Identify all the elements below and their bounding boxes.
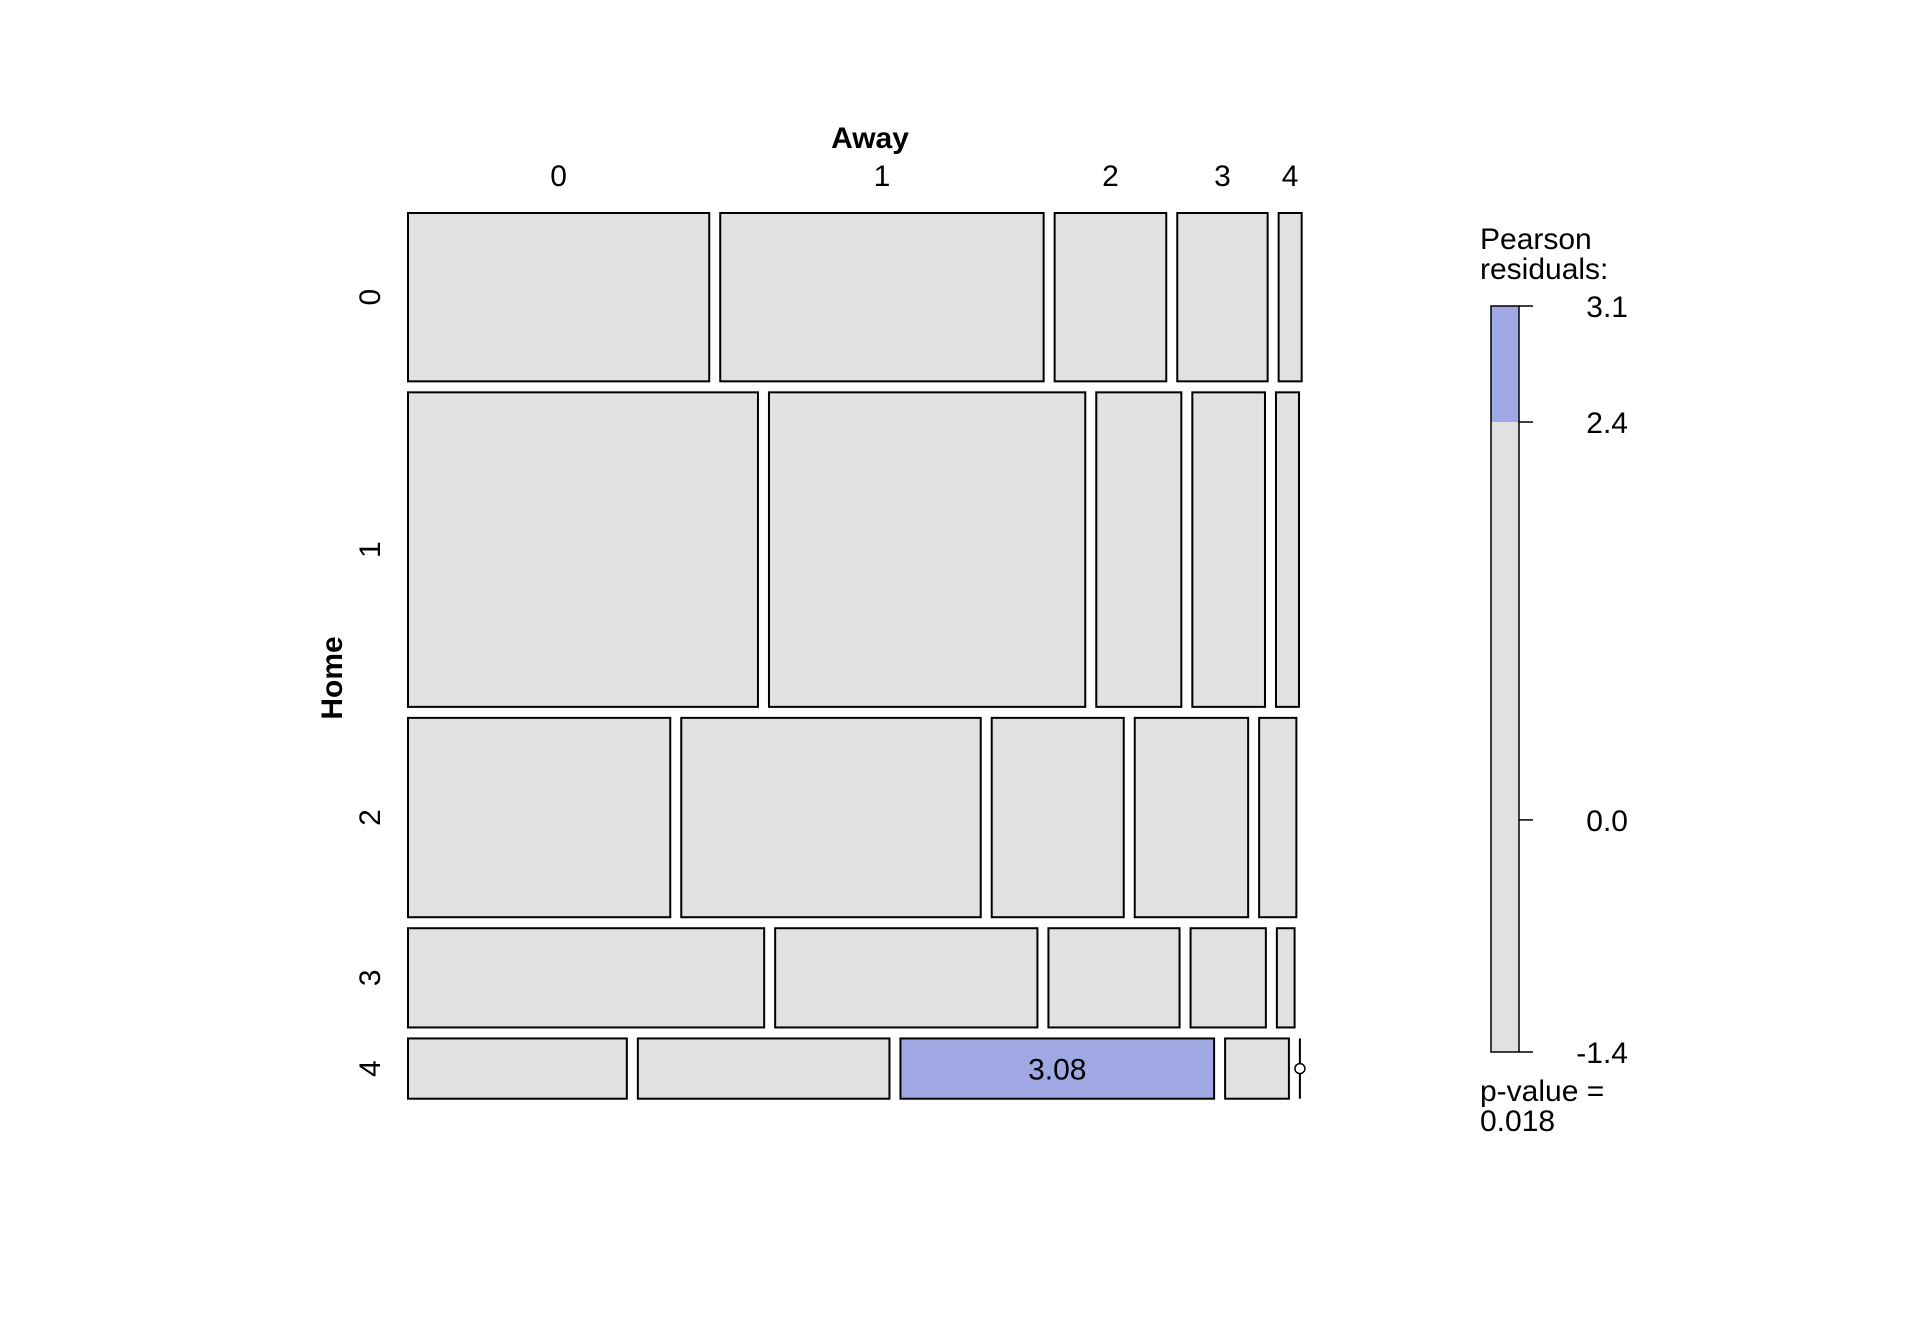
- cell-residual-label: 3.08: [1028, 1054, 1086, 1087]
- mosaic-cell: [1224, 1037, 1290, 1100]
- y-tick-label: 4: [354, 1060, 387, 1077]
- mosaic-cell: [1277, 212, 1303, 383]
- x-tick-label: 4: [1282, 160, 1299, 193]
- mosaic-cell: [1133, 716, 1250, 919]
- legend-ticks: 3.1 2.4 0.0 -1.4: [1519, 291, 1628, 1070]
- y-tick-label: 0: [354, 289, 387, 306]
- legend-tick-label: 3.1: [1586, 291, 1628, 324]
- mosaic-cell: [407, 212, 711, 383]
- y-tick-labels: 0 1 2 3 4: [354, 289, 387, 1077]
- legend-neutral-band: [1491, 422, 1519, 1052]
- mosaic-cell: [1191, 391, 1266, 708]
- legend-positive-band: [1491, 306, 1519, 423]
- mosaic-cell: [1095, 391, 1183, 708]
- mosaic-cells: 3.08: [407, 212, 1306, 1100]
- y-axis-title: Home: [316, 636, 349, 719]
- x-tick-labels: 0 1 2 3 4: [550, 160, 1298, 193]
- mosaic-cell: [990, 716, 1125, 919]
- mosaic-cell: [680, 716, 982, 919]
- mosaic-cell: [407, 716, 672, 919]
- legend-title-line1: Pearson: [1480, 223, 1592, 256]
- x-tick-label: 3: [1214, 160, 1231, 193]
- mosaic-cell: [1047, 927, 1181, 1029]
- x-axis-title: Away: [831, 122, 909, 155]
- x-tick-label: 2: [1102, 160, 1119, 193]
- mosaic-cell: [407, 1037, 628, 1100]
- mosaic-cell: [1189, 927, 1267, 1029]
- legend-color-bar: [1490, 305, 1520, 1053]
- mosaic-cell: [1275, 927, 1296, 1029]
- pvalue-line2: 0.018: [1480, 1105, 1555, 1138]
- residual-legend: Pearson residuals: 3.1 2.4 0.0 -1.4 p-value…: [1480, 223, 1628, 1138]
- legend-tick-label: 2.4: [1586, 407, 1628, 440]
- mosaic-cell: [407, 927, 766, 1029]
- y-tick-label: 3: [354, 969, 387, 986]
- mosaic-cell: [636, 1037, 891, 1100]
- mosaic-cell: [767, 391, 1087, 708]
- legend-tick-label: 0.0: [1586, 805, 1628, 838]
- x-tick-label: 1: [874, 160, 891, 193]
- mosaic-cell: [1258, 716, 1298, 919]
- empty-cell-marker: [1294, 1062, 1306, 1075]
- pvalue-line1: p-value =: [1480, 1075, 1604, 1108]
- mosaic-cell: [774, 927, 1039, 1029]
- legend-tick-label: -1.4: [1576, 1037, 1628, 1070]
- legend-bar-outline: [1490, 305, 1520, 1053]
- y-tick-label: 2: [354, 809, 387, 826]
- mosaic-cell: [1274, 391, 1301, 708]
- mosaic-cell: [719, 212, 1045, 383]
- x-tick-label: 0: [550, 160, 567, 193]
- mosaic-cell: [899, 1037, 1216, 1100]
- legend-title-line2: residuals:: [1480, 253, 1608, 286]
- mosaic-cell: [1053, 212, 1168, 383]
- y-tick-label: 1: [354, 541, 387, 558]
- mosaic-cell: [1176, 212, 1269, 383]
- mosaic-cell: [407, 391, 759, 708]
